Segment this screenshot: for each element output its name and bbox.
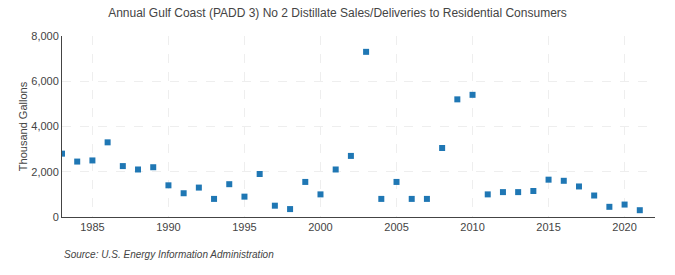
svg-text:2005: 2005 bbox=[384, 221, 408, 233]
svg-text:Source: U.S. Energy Informatio: Source: U.S. Energy Information Administ… bbox=[64, 249, 274, 260]
svg-text:8,000: 8,000 bbox=[31, 30, 59, 42]
svg-text:Annual Gulf Coast (PADD 3) No: Annual Gulf Coast (PADD 3) No 2 Distilla… bbox=[108, 6, 567, 20]
svg-text:1995: 1995 bbox=[232, 221, 256, 233]
svg-text:2000: 2000 bbox=[308, 221, 332, 233]
svg-text:6,000: 6,000 bbox=[31, 75, 59, 87]
svg-text:2010: 2010 bbox=[460, 221, 484, 233]
svg-text:4,000: 4,000 bbox=[31, 120, 59, 132]
svg-text:0: 0 bbox=[53, 211, 59, 223]
svg-text:2,000: 2,000 bbox=[31, 166, 59, 178]
svg-text:1985: 1985 bbox=[80, 221, 104, 233]
svg-text:Thousand Gallons: Thousand Gallons bbox=[17, 81, 29, 171]
svg-text:1990: 1990 bbox=[156, 221, 180, 233]
svg-text:2020: 2020 bbox=[612, 221, 636, 233]
svg-text:2015: 2015 bbox=[536, 221, 560, 233]
